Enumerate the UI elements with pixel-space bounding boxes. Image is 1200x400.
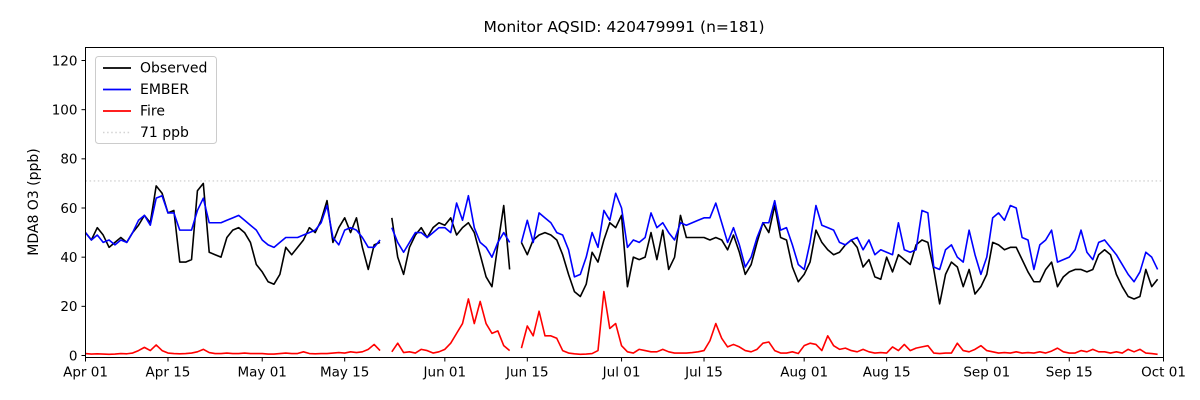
x-tick-label: Sep 15 <box>1046 365 1093 381</box>
series-line-fire <box>85 290 1158 356</box>
x-tick-label: Jul 15 <box>684 365 723 381</box>
series-lines <box>84 182 1159 356</box>
plot-area <box>85 47 1164 358</box>
legend-label-ember: EMBER <box>140 82 189 98</box>
y-tick-label: 60 <box>60 201 77 217</box>
x-tick-label: Apr 01 <box>63 365 108 381</box>
legend-label-fire: Fire <box>140 104 165 120</box>
legend: Observed EMBER Fire 71 ppb <box>95 56 217 144</box>
x-tick-label: Aug 15 <box>863 365 911 381</box>
y-tick-label: 80 <box>60 152 77 168</box>
x-tick-label: Jun 01 <box>423 365 467 381</box>
legend-label-71-ppb: 71 ppb <box>140 125 189 141</box>
x-tick-label: May 15 <box>320 365 369 381</box>
x-tick-label: Sep 01 <box>963 365 1010 381</box>
x-tick-label: Aug 01 <box>780 365 828 381</box>
x-tick-label: May 01 <box>238 365 287 381</box>
legend-label-observed: Observed <box>140 61 207 77</box>
x-tick-label: Jun 15 <box>505 365 549 381</box>
x-tick-label: Apr 15 <box>146 365 191 381</box>
legend-box <box>95 56 217 144</box>
y-tick-label: 0 <box>69 348 78 364</box>
x-tick-label: Jul 01 <box>602 365 641 381</box>
y-axis-label: MDA8 O3 (ppb) <box>26 148 42 256</box>
y-tick-label: 120 <box>52 53 78 69</box>
chart-title: Monitor AQSID: 420479991 (n=181) <box>483 18 764 36</box>
y-axis-ticks: 0 20 40 60 80 100 120 <box>52 53 86 364</box>
y-tick-label: 20 <box>60 299 77 315</box>
axes-spines <box>85 47 1164 358</box>
series-line-ember <box>84 192 1159 283</box>
y-tick-label: 100 <box>52 102 78 118</box>
x-tick-label: Oct 01 <box>1141 365 1186 381</box>
x-axis-ticks: Apr 01 Apr 15 May 01 May 15 Jun 01 Jun 15 Jul … <box>63 357 1186 381</box>
y-tick-label: 40 <box>60 250 77 266</box>
